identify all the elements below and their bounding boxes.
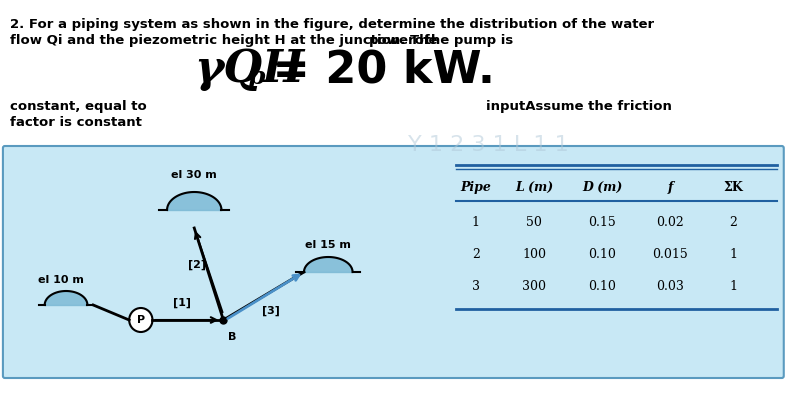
Text: 1: 1 [729, 279, 737, 292]
Text: 1: 1 [729, 247, 737, 260]
Text: γQH: γQH [195, 48, 304, 91]
Text: 2: 2 [729, 216, 737, 229]
Text: f: f [667, 180, 673, 193]
Circle shape [129, 308, 152, 332]
Text: 0.10: 0.10 [588, 279, 616, 292]
FancyBboxPatch shape [3, 146, 783, 378]
Text: [1]: [1] [173, 298, 191, 308]
Text: L (m): L (m) [515, 180, 553, 193]
Text: [2]: [2] [188, 260, 206, 270]
Text: 0.10: 0.10 [588, 247, 616, 260]
Text: 0.015: 0.015 [652, 247, 688, 260]
Text: 300: 300 [522, 279, 546, 292]
Text: the pump is: the pump is [419, 34, 513, 47]
Text: 0.02: 0.02 [656, 216, 684, 229]
Text: Y 1 2 3 1 L 1 1: Y 1 2 3 1 L 1 1 [408, 135, 569, 155]
Text: flow Qi and the piezometric height H at the junction. The: flow Qi and the piezometric height H at … [10, 34, 442, 47]
Text: 0.03: 0.03 [656, 279, 684, 292]
Text: 1: 1 [472, 216, 480, 229]
Text: 100: 100 [522, 247, 546, 260]
Text: constant, equal to: constant, equal to [10, 100, 147, 113]
Text: el 15 m: el 15 m [305, 240, 351, 250]
Text: [3]: [3] [262, 306, 280, 316]
Text: el 10 m: el 10 m [38, 275, 84, 285]
Text: 3: 3 [472, 279, 480, 292]
Text: 50: 50 [526, 216, 542, 229]
Text: inputAssume the friction: inputAssume the friction [486, 100, 672, 113]
Text: D (m): D (m) [582, 180, 622, 193]
Text: 0.15: 0.15 [588, 216, 616, 229]
Text: powerof: powerof [369, 34, 431, 47]
Text: p: p [247, 65, 265, 89]
Text: el 30 m: el 30 m [171, 170, 217, 180]
Text: 2. For a piping system as shown in the figure, determine the distribution of the: 2. For a piping system as shown in the f… [10, 18, 654, 31]
Text: B: B [228, 332, 237, 342]
Text: factor is constant: factor is constant [10, 116, 142, 129]
Text: ΣK: ΣK [723, 180, 743, 193]
Text: = 20 kW.: = 20 kW. [257, 48, 496, 91]
Text: 2: 2 [472, 247, 480, 260]
Text: P: P [137, 315, 145, 325]
Text: Pipe: Pipe [461, 180, 491, 193]
